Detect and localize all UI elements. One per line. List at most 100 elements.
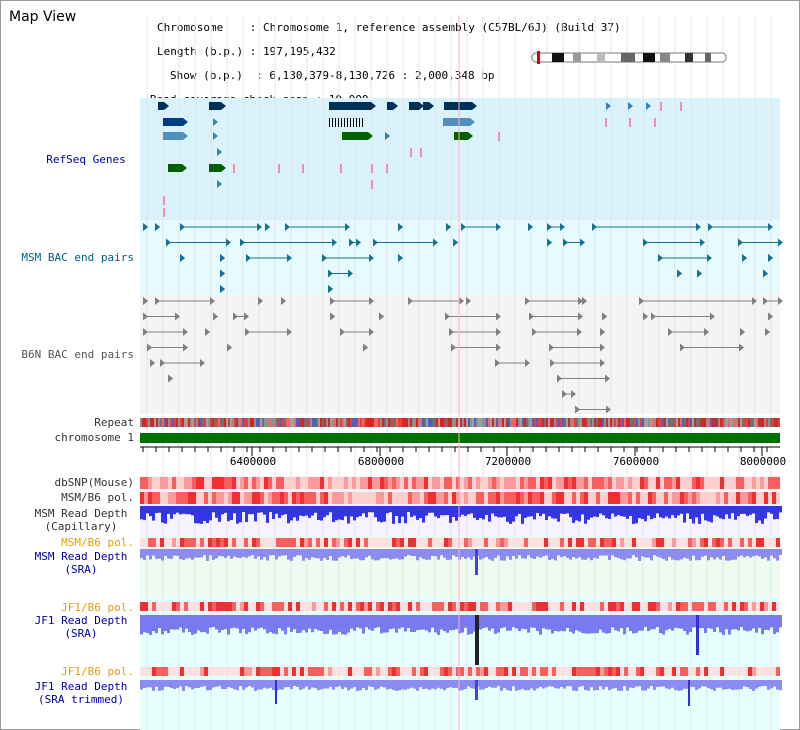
depth-bar: [428, 549, 431, 560]
repeat-segment: [546, 418, 548, 427]
heat-cell: [364, 602, 368, 611]
repeat-segment: [624, 418, 626, 427]
depth-bar: [536, 549, 539, 557]
repeat-segment: [532, 418, 534, 427]
depth-bar: [572, 615, 575, 634]
depth-bar: [620, 549, 623, 560]
repeat-segment: [186, 418, 188, 427]
depth-bar: [542, 615, 545, 629]
depth-bar: [296, 680, 299, 687]
heat-cell: [340, 538, 344, 547]
depth-bar: [740, 549, 743, 556]
repeat-segment: [742, 418, 744, 427]
repeat-track[interactable]: [140, 418, 780, 427]
repeat-segment: [280, 418, 282, 427]
refseq-gene-features[interactable]: [158, 102, 682, 217]
depth-bar: [314, 549, 317, 558]
repeat-segment: [696, 418, 698, 427]
depth-bar: [290, 506, 293, 521]
bac-end-marker: [778, 238, 783, 247]
depth-bar: [653, 615, 656, 630]
snp-tracks[interactable]: [140, 477, 780, 676]
repeat-segment: [714, 418, 716, 427]
depth-bar: [203, 506, 206, 521]
heat-cell: [500, 667, 504, 676]
depth-bar: [269, 615, 272, 633]
depth-bar: [605, 549, 608, 556]
heat-cell: [292, 492, 296, 504]
chromosome-bar[interactable]: [140, 433, 780, 443]
depth-bar: [473, 549, 476, 557]
heat-cell: [476, 492, 480, 504]
depth-bar: [569, 549, 572, 560]
bac-end-marker: [571, 390, 576, 398]
depth-bar: [605, 615, 608, 634]
depth-bar: [182, 615, 185, 633]
depth-bar: [368, 615, 371, 630]
heat-cell: [736, 538, 740, 547]
heat-cell: [192, 477, 196, 489]
read-depth-tracks[interactable]: [140, 506, 782, 706]
heat-cell: [256, 477, 260, 489]
depth-bar: [143, 549, 146, 560]
depth-bar: [218, 680, 221, 687]
repeat-segment: [314, 418, 316, 427]
repeat-segment: [736, 418, 738, 427]
chromosome-ideogram[interactable]: [531, 51, 727, 64]
heat-cell: [264, 538, 268, 547]
depth-bar: [776, 680, 779, 690]
heat-cell: [468, 538, 472, 547]
heat-cell: [672, 492, 676, 504]
repeat-segment: [150, 418, 152, 427]
heat-cell: [692, 602, 696, 611]
label-refseq-genes[interactable]: RefSeq Genes: [46, 153, 126, 166]
heat-cell: [468, 477, 472, 489]
heat-cell: [208, 492, 212, 504]
heat-cell: [576, 477, 580, 489]
heat-cell: [608, 492, 612, 504]
depth-bar: [296, 549, 299, 556]
heat-cell: [192, 667, 196, 676]
depth-bar: [644, 615, 647, 628]
b6n-bac-features[interactable]: [143, 297, 783, 414]
repeat-segment: [354, 418, 356, 427]
bac-end-marker: [330, 297, 335, 305]
depth-bar: [155, 615, 158, 634]
heat-cell: [432, 667, 436, 676]
heat-cell: [188, 492, 192, 504]
depth-bar: [554, 680, 557, 689]
depth-bar: [278, 680, 281, 690]
depth-bar: [659, 615, 662, 634]
depth-bar: [374, 615, 377, 629]
depth-bar: [164, 615, 167, 632]
msm-bac-features[interactable]: [143, 223, 783, 293]
heat-cell: [416, 477, 420, 489]
depth-bar: [767, 506, 770, 513]
heat-cell: [716, 667, 720, 676]
bac-end-marker: [233, 312, 238, 321]
heat-cell: [684, 538, 688, 547]
depth-bar: [449, 549, 452, 560]
heat-cell: [568, 492, 572, 504]
depth-bar: [590, 680, 593, 688]
repeat-segment: [418, 418, 420, 427]
heat-cell: [392, 538, 396, 547]
heat-cell: [620, 667, 624, 676]
heat-cell: [428, 602, 432, 611]
heat-cell: [684, 667, 688, 676]
depth-bar: [707, 506, 710, 522]
label-b6n-bac[interactable]: B6N BAC end pairs: [21, 348, 134, 361]
heat-cell: [720, 602, 724, 611]
depth-bar: [602, 549, 605, 556]
heat-cell: [628, 667, 632, 676]
repeat-segment: [678, 418, 680, 427]
gene-arrow: [429, 102, 434, 110]
heat-cell: [664, 492, 668, 504]
depth-bar: [554, 549, 557, 561]
label-msm-bac[interactable]: MSM BAC end pairs: [21, 251, 134, 264]
repeat-segment: [602, 418, 604, 427]
depth-bar: [239, 549, 242, 559]
depth-bar: [617, 615, 620, 632]
depth-bar: [395, 680, 398, 691]
